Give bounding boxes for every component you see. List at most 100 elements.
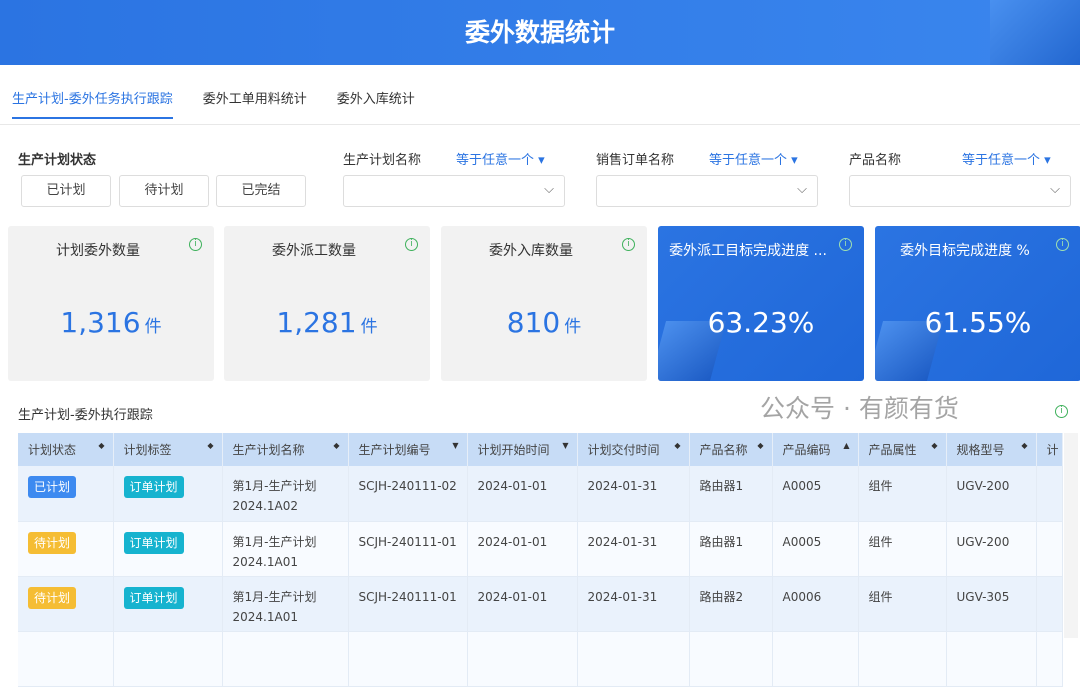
info-icon[interactable]: i bbox=[405, 238, 418, 251]
cell-extra bbox=[1036, 576, 1063, 632]
table-row[interactable]: 已计划 订单计划 第1月-生产计划 2024.1A02 SCJH-240111-0… bbox=[18, 466, 1063, 522]
cell-product-attr: 组件 bbox=[858, 576, 947, 632]
table-row[interactable] bbox=[18, 631, 1063, 687]
column-label: 计 bbox=[1046, 443, 1059, 457]
chevron-down-icon: ⌵ bbox=[797, 182, 807, 197]
sort-icon[interactable]: ◆ bbox=[674, 441, 681, 450]
column-header[interactable]: 产品编码 ▲ bbox=[772, 433, 859, 466]
status-pending-button[interactable]: 待计划 bbox=[119, 175, 209, 207]
column-header[interactable]: 产品名称 ◆ bbox=[689, 433, 773, 466]
card-value: 61.55% bbox=[924, 306, 1032, 339]
sort-icon[interactable]: ◆ bbox=[1021, 441, 1028, 450]
sales-order-select[interactable]: ⌵ bbox=[596, 175, 818, 207]
card-title: 计划委外数量 bbox=[56, 243, 140, 259]
page-title: 委外数据统计 bbox=[464, 18, 615, 47]
cell-product-attr: 组件 bbox=[858, 466, 947, 522]
table-title: 生产计划-委外执行跟踪 bbox=[18, 408, 153, 423]
empty-cell bbox=[1036, 631, 1063, 687]
status-completed-button[interactable]: 已完结 bbox=[216, 175, 306, 207]
card-title: 委外派工目标完成进度 ... bbox=[669, 243, 827, 259]
empty-cell bbox=[858, 631, 947, 687]
cell-start-date: 2024-01-01 bbox=[467, 576, 578, 632]
empty-cell bbox=[113, 631, 223, 687]
table-row[interactable]: 待计划 订单计划 第1月-生产计划 2024.1A01 SCJH-240111-0… bbox=[18, 576, 1063, 632]
column-label: 产品属性 bbox=[868, 443, 917, 457]
product-name-select[interactable]: ⌵ bbox=[849, 175, 1071, 207]
kpi-card-target-progress: 委外目标完成进度 % i 61.55% bbox=[875, 226, 1080, 381]
sort-icon[interactable]: ▼ bbox=[562, 441, 569, 450]
header-decoration bbox=[990, 0, 1080, 65]
tab-task-tracking[interactable]: 生产计划-委外任务执行跟踪 bbox=[12, 88, 173, 119]
sort-icon[interactable]: ◆ bbox=[333, 441, 340, 450]
column-header[interactable]: 计划开始时间 ▼ bbox=[467, 433, 578, 466]
column-label: 生产计划编号 bbox=[358, 443, 431, 457]
empty-cell bbox=[577, 631, 690, 687]
tab-bar: 生产计划-委外任务执行跟踪 委外工单用料统计 委外入库统计 bbox=[12, 88, 415, 119]
cell-product-code: A0005 bbox=[772, 466, 859, 522]
plan-name-operator[interactable]: 等于任意一个 ▾ bbox=[456, 153, 545, 168]
column-label: 计划状态 bbox=[28, 443, 77, 457]
cell-plan-name: 第1月-生产计划 2024.1A01 bbox=[222, 576, 349, 632]
column-header[interactable]: 计划标签 ◆ bbox=[113, 433, 223, 466]
empty-cell bbox=[18, 631, 114, 687]
column-header[interactable]: 生产计划名称 ◆ bbox=[222, 433, 349, 466]
card-value: 1,281 bbox=[276, 306, 357, 339]
column-header[interactable]: 计划状态 ◆ bbox=[18, 433, 114, 466]
tab-material-stats[interactable]: 委外工单用料统计 bbox=[202, 92, 307, 107]
empty-cell bbox=[348, 631, 468, 687]
kpi-card-dispatch: 委外派工数量 i 1,281 件 bbox=[224, 226, 430, 381]
column-label: 规格型号 bbox=[956, 443, 1005, 457]
info-icon[interactable]: i bbox=[189, 238, 202, 251]
cell-tag: 订单计划 bbox=[113, 521, 223, 577]
column-label: 计划标签 bbox=[123, 443, 172, 457]
cell-spec: UGV-200 bbox=[946, 521, 1037, 577]
table-row[interactable]: 待计划 订单计划 第1月-生产计划 2024.1A01 SCJH-240111-0… bbox=[18, 521, 1063, 577]
sort-icon[interactable]: ▲ bbox=[843, 441, 850, 450]
empty-cell bbox=[222, 631, 349, 687]
column-header[interactable]: 计划交付时间 ◆ bbox=[577, 433, 690, 466]
column-header[interactable]: 计 bbox=[1036, 433, 1063, 466]
cell-start-date: 2024-01-01 bbox=[467, 521, 578, 577]
empty-cell bbox=[946, 631, 1037, 687]
cell-plan-name: 第1月-生产计划 2024.1A01 bbox=[222, 521, 349, 577]
tracking-table: 计划状态 ◆ 计划标签 ◆ 生产计划名称 ◆ 生产计划编号 ▼ 计划开始时间 ▼ 计划交付时间 ◆ 产品… bbox=[18, 433, 1063, 687]
product-name-operator[interactable]: 等于任意一个 ▾ bbox=[962, 153, 1051, 168]
empty-cell bbox=[689, 631, 773, 687]
info-icon[interactable]: i bbox=[1055, 405, 1068, 418]
tab-divider bbox=[0, 124, 1080, 125]
info-icon[interactable]: i bbox=[1056, 238, 1069, 251]
sort-icon[interactable]: ◆ bbox=[757, 441, 764, 450]
cell-product-attr: 组件 bbox=[858, 521, 947, 577]
cell-plan-code: SCJH-240111-02 bbox=[348, 466, 468, 522]
card-title: 委外目标完成进度 % bbox=[900, 243, 1030, 259]
card-title: 委外派工数量 bbox=[272, 243, 356, 259]
status-filter-label: 生产计划状态 bbox=[18, 153, 97, 168]
info-icon[interactable]: i bbox=[839, 238, 852, 251]
empty-cell bbox=[467, 631, 578, 687]
tab-warehouse-stats[interactable]: 委外入库统计 bbox=[336, 92, 415, 107]
column-header[interactable]: 规格型号 ◆ bbox=[946, 433, 1037, 466]
column-header[interactable]: 产品属性 ◆ bbox=[858, 433, 947, 466]
sort-icon[interactable]: ▼ bbox=[452, 441, 459, 450]
cell-spec: UGV-200 bbox=[946, 466, 1037, 522]
plan-name-line1: 第1月-生产计划 bbox=[232, 589, 317, 604]
cell-plan-name: 第1月-生产计划 2024.1A02 bbox=[222, 466, 349, 522]
column-label: 产品编码 bbox=[782, 443, 831, 457]
tag-badge: 订单计划 bbox=[123, 531, 184, 554]
card-unit: 件 bbox=[144, 317, 162, 337]
tag-badge: 订单计划 bbox=[123, 586, 184, 609]
status-planned-button[interactable]: 已计划 bbox=[21, 175, 111, 207]
tag-badge: 订单计划 bbox=[123, 476, 184, 498]
vertical-scrollbar[interactable] bbox=[1064, 433, 1078, 638]
column-header[interactable]: 生产计划编号 ▼ bbox=[348, 433, 468, 466]
plan-name-select[interactable]: ⌵ bbox=[343, 175, 565, 207]
sales-order-operator[interactable]: 等于任意一个 ▾ bbox=[709, 153, 798, 168]
card-value: 1,316 bbox=[60, 306, 141, 339]
empty-cell bbox=[772, 631, 859, 687]
sort-icon[interactable]: ◆ bbox=[98, 441, 105, 450]
sort-icon[interactable]: ◆ bbox=[207, 441, 214, 450]
info-icon[interactable]: i bbox=[622, 238, 635, 251]
page-header: 委外数据统计 bbox=[0, 0, 1080, 65]
status-badge: 已计划 bbox=[28, 476, 77, 498]
sort-icon[interactable]: ◆ bbox=[931, 441, 938, 450]
